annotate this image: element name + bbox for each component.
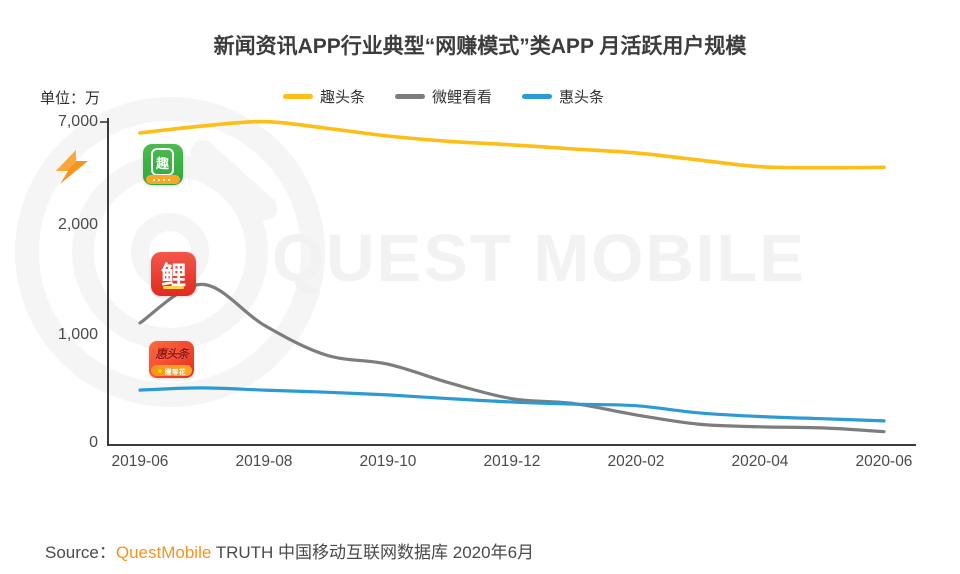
x-tick-label: 2019-06 [111, 453, 169, 470]
x-tick-label: 2020-04 [731, 453, 789, 470]
y-tick-label: 1,000 [57, 326, 98, 343]
source-label: Source： [45, 543, 116, 562]
qutoutiao-app-icon: 趣 [143, 144, 183, 185]
legend-item-微鲤看看: 微鲤看看 [395, 86, 492, 107]
questmobile-text-watermark: QUEST MOBILE [272, 221, 806, 296]
y-tick-label: 0 [89, 434, 98, 451]
weili-underline [163, 286, 184, 289]
huitoutiao-banner-label: 赚零花 [165, 368, 186, 376]
unit-label: 单位：万 [40, 90, 101, 107]
coin-icon [157, 367, 163, 374]
qutoutiao-banner [146, 175, 180, 184]
x-tick-label: 2020-06 [855, 453, 913, 470]
page-title: 新闻资讯APP行业典型“网赚模式”类APP 月活跃用户规模 [213, 35, 747, 58]
legend-label: 趣头条 [320, 89, 366, 106]
legend-item-趣头条: 趣头条 [283, 86, 365, 107]
legend-label: 微鲤看看 [432, 89, 493, 106]
x-tick-label: 2019-10 [359, 453, 417, 470]
source-line: Source：QuestMobile TRUTH 中国移动互联网数据库 2020… [45, 538, 534, 563]
huitoutiao-glyph: 惠头条 [154, 347, 189, 361]
lightning-bolt-icon [56, 150, 88, 184]
y-tick-label: 7,000 [57, 113, 98, 130]
legend: 趣头条 微鲤看看 惠头条 [283, 86, 604, 107]
series-line-惠头条 [138, 386, 886, 423]
qutoutiao-glyph: 趣 [151, 148, 174, 176]
x-tick-label: 2019-08 [235, 453, 293, 470]
y-tick-label: 2,000 [57, 216, 98, 233]
source-brand: QuestMobile [115, 543, 212, 562]
legend-swatch [395, 94, 426, 99]
legend-label: 惠头条 [559, 89, 605, 106]
weili-kankan-app-icon: 鲤 [151, 252, 196, 296]
huitoutiao-app-icon: 惠头条 赚零花 [149, 341, 194, 378]
source-rest: TRUTH 中国移动互联网数据库 2020年6月 [211, 543, 535, 562]
huitoutiao-banner: 赚零花 [151, 365, 192, 376]
x-tick-label: 2020-02 [607, 453, 665, 470]
weili-glyph: 鲤 [160, 262, 186, 290]
legend-item-惠头条: 惠头条 [522, 86, 604, 107]
series-line-趣头条 [138, 119, 886, 170]
legend-swatch [522, 94, 553, 99]
series-line-微鲤看看 [138, 282, 886, 434]
x-tick-label: 2019-12 [483, 453, 541, 470]
legend-swatch [283, 94, 313, 99]
